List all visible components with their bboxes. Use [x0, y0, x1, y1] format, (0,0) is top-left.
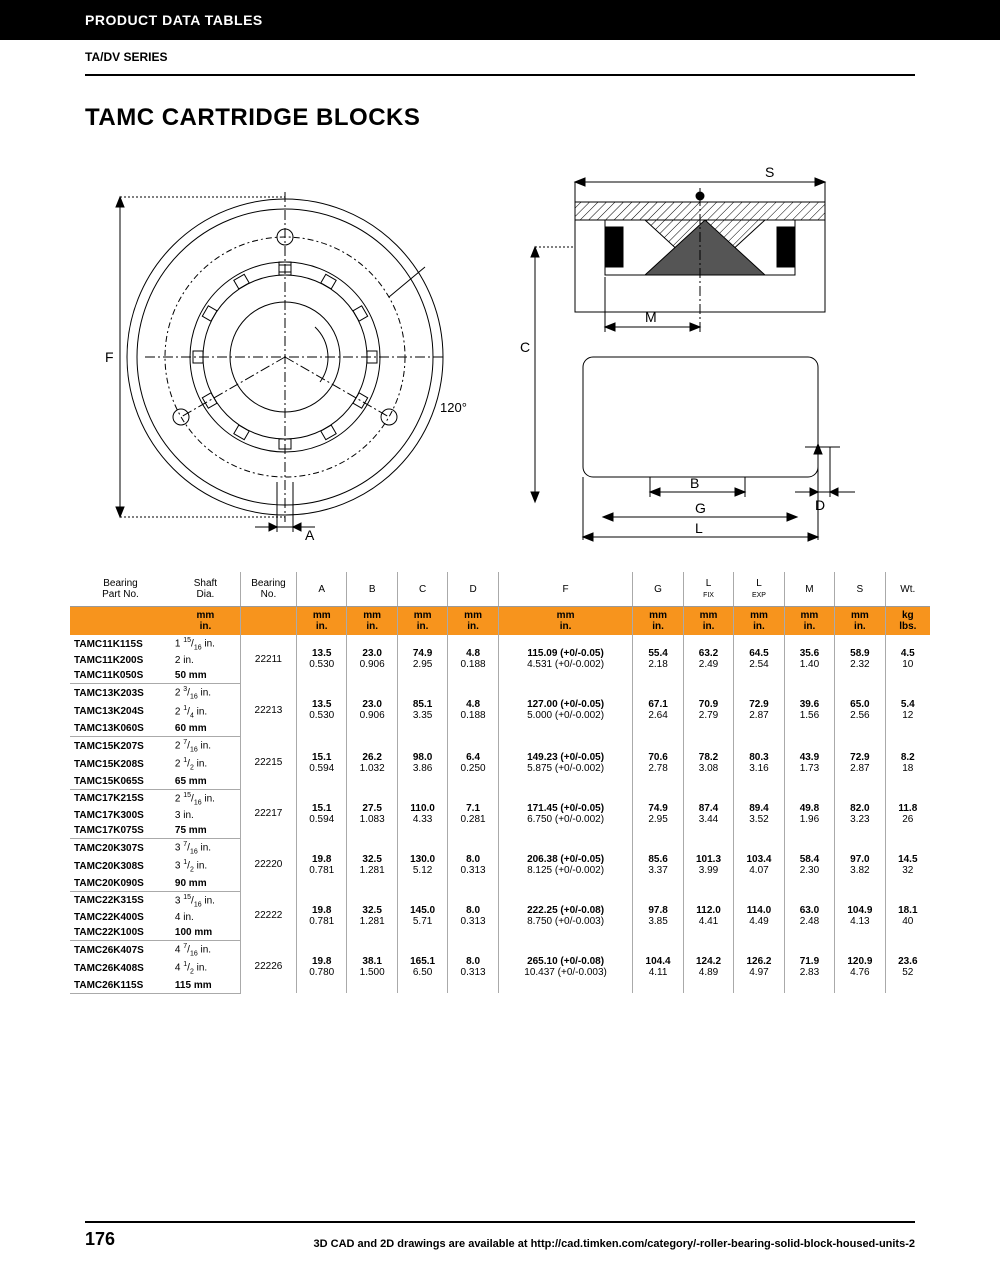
svg-text:M: M: [645, 309, 657, 325]
svg-text:G: G: [695, 500, 706, 516]
svg-text:F: F: [105, 349, 114, 365]
svg-text:C: C: [520, 339, 530, 355]
svg-text:D: D: [815, 497, 825, 513]
section-header: PRODUCT DATA TABLES: [0, 0, 1000, 40]
page-number: 176: [85, 1229, 115, 1250]
svg-text:A: A: [305, 527, 315, 542]
svg-text:L: L: [695, 520, 703, 536]
technical-diagrams: F: [0, 152, 1000, 572]
svg-text:120°: 120°: [440, 400, 467, 415]
page-footer: 176 3D CAD and 2D drawings are available…: [0, 1221, 1000, 1250]
svg-text:S: S: [765, 164, 774, 180]
diagram-side-view: S: [495, 152, 915, 542]
series-label: TA/DV SERIES: [0, 40, 1000, 74]
diagram-front-view: F: [85, 152, 485, 542]
dimensions-table: BearingPart No.ShaftDia.BearingNo.ABCDFG…: [70, 572, 930, 994]
page-title: TAMC CARTRIDGE BLOCKS: [0, 76, 1000, 152]
footer-note: 3D CAD and 2D drawings are available at …: [314, 1238, 915, 1250]
svg-text:B: B: [690, 475, 699, 491]
